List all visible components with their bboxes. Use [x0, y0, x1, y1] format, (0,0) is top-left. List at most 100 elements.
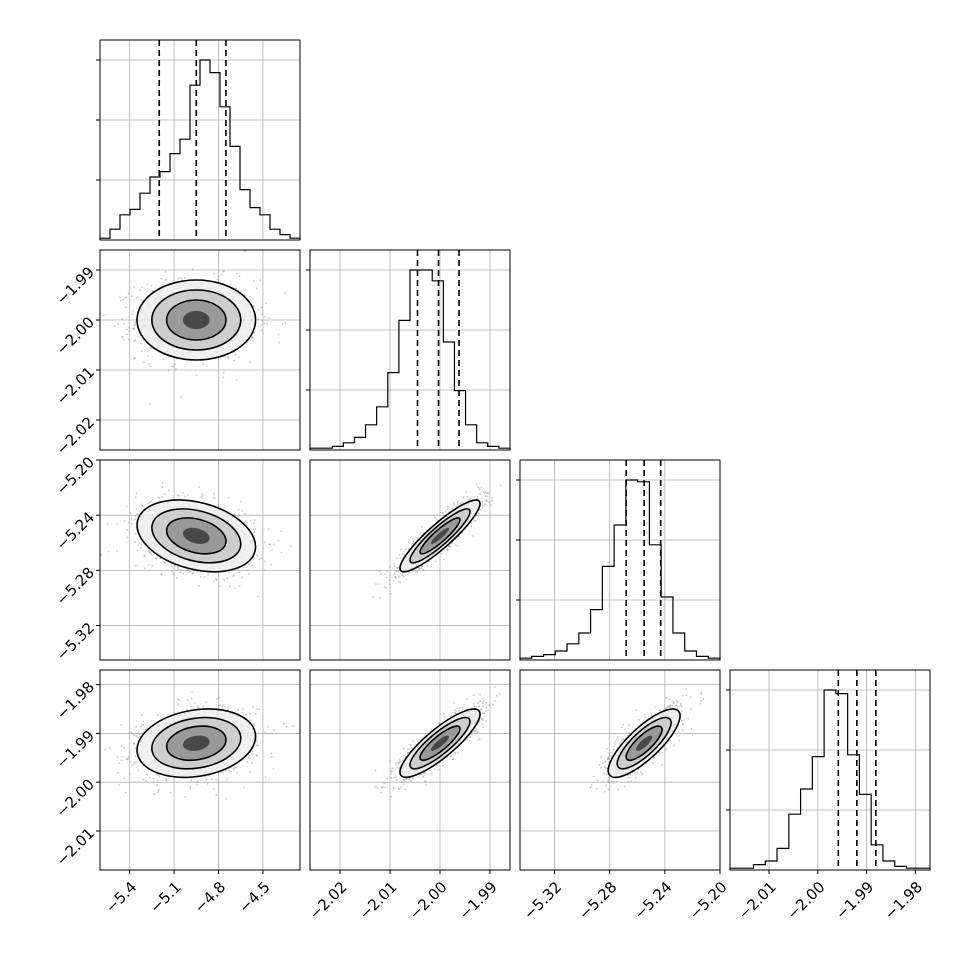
sample-point — [178, 494, 180, 497]
sample-point — [241, 510, 244, 512]
sample-point — [130, 522, 133, 525]
sample-point — [251, 337, 254, 339]
sample-point — [264, 731, 267, 734]
hist-panel-4 — [726, 669, 931, 871]
sample-point — [118, 762, 121, 765]
sample-point — [259, 279, 262, 282]
sample-point — [475, 483, 478, 486]
sample-point — [453, 504, 456, 506]
sample-point — [277, 333, 280, 336]
sample-point — [212, 580, 215, 583]
sample-point — [127, 756, 130, 759]
sample-point — [201, 493, 203, 495]
sample-point — [375, 785, 377, 788]
sample-point — [137, 736, 140, 739]
sample-point — [177, 566, 179, 569]
sample-point — [137, 544, 140, 547]
sample-point — [140, 725, 142, 728]
sample-point — [484, 495, 487, 498]
sample-point — [184, 796, 187, 799]
sample-point — [374, 583, 377, 585]
sample-point — [137, 769, 140, 772]
sample-point — [146, 283, 149, 286]
sample-point — [252, 528, 255, 531]
sample-point — [223, 270, 225, 272]
sample-point — [76, 310, 78, 312]
sample-point — [456, 751, 459, 754]
sample-point — [409, 744, 412, 746]
sample-point — [229, 585, 232, 588]
sample-point — [154, 557, 157, 560]
sample-point — [184, 495, 187, 498]
sample-point — [142, 778, 145, 781]
sample-point — [489, 504, 492, 507]
sample-point — [229, 283, 232, 286]
sample-point — [131, 733, 134, 735]
sample-point — [479, 693, 482, 696]
sample-point — [285, 725, 288, 728]
scatter-panel-3-2 — [309, 459, 511, 661]
sample-point — [157, 714, 159, 716]
sample-point — [401, 574, 404, 577]
sample-point — [414, 570, 417, 573]
sample-point — [453, 702, 456, 704]
sample-point — [227, 706, 229, 709]
sample-point — [479, 700, 482, 702]
sample-point — [469, 497, 472, 500]
sample-point — [152, 781, 155, 783]
sample-point — [260, 557, 263, 560]
sample-point — [144, 555, 147, 557]
sample-point — [170, 564, 173, 567]
sample-point — [128, 330, 130, 332]
sample-point — [150, 553, 153, 555]
sample-point — [134, 518, 137, 520]
sample-point — [397, 566, 399, 569]
sample-point — [456, 500, 459, 503]
sample-point — [454, 709, 457, 712]
sample-point — [389, 583, 391, 586]
sample-point — [251, 749, 254, 752]
sample-point — [177, 703, 179, 706]
sample-point — [383, 573, 386, 576]
hist-panel-1 — [96, 39, 301, 241]
sample-point — [273, 729, 275, 732]
sample-point — [257, 308, 260, 311]
sample-point — [292, 725, 294, 728]
sample-point — [123, 520, 126, 523]
sample-point — [477, 514, 479, 517]
sample-point — [135, 508, 138, 510]
sample-point — [389, 760, 392, 763]
sample-point — [202, 705, 205, 708]
sample-point — [180, 396, 183, 399]
sample-point — [126, 529, 129, 531]
sample-point — [191, 691, 194, 694]
sample-point — [190, 779, 193, 782]
sample-point — [430, 728, 433, 731]
sample-point — [392, 787, 395, 790]
sample-point — [244, 713, 247, 716]
sample-point — [263, 569, 265, 571]
sample-point — [242, 566, 245, 569]
sample-point — [255, 708, 258, 710]
sample-point — [126, 333, 128, 336]
sample-point — [478, 488, 481, 491]
sample-point — [116, 771, 119, 774]
density-area — [374, 686, 501, 798]
density-area — [100, 481, 293, 598]
sample-point — [482, 505, 485, 507]
sample-point — [257, 744, 259, 747]
sample-point — [192, 572, 195, 574]
sample-point — [447, 548, 449, 551]
sample-point — [480, 486, 483, 489]
sample-point — [164, 493, 166, 495]
sample-point — [401, 553, 404, 555]
sample-point — [211, 778, 214, 781]
sample-point — [218, 704, 221, 707]
sample-point — [443, 715, 446, 718]
sample-point — [271, 549, 274, 551]
sample-point — [263, 316, 266, 318]
histogram-line — [99, 59, 301, 240]
sample-point — [183, 276, 186, 279]
sample-point — [466, 495, 469, 498]
sample-point — [468, 499, 470, 501]
